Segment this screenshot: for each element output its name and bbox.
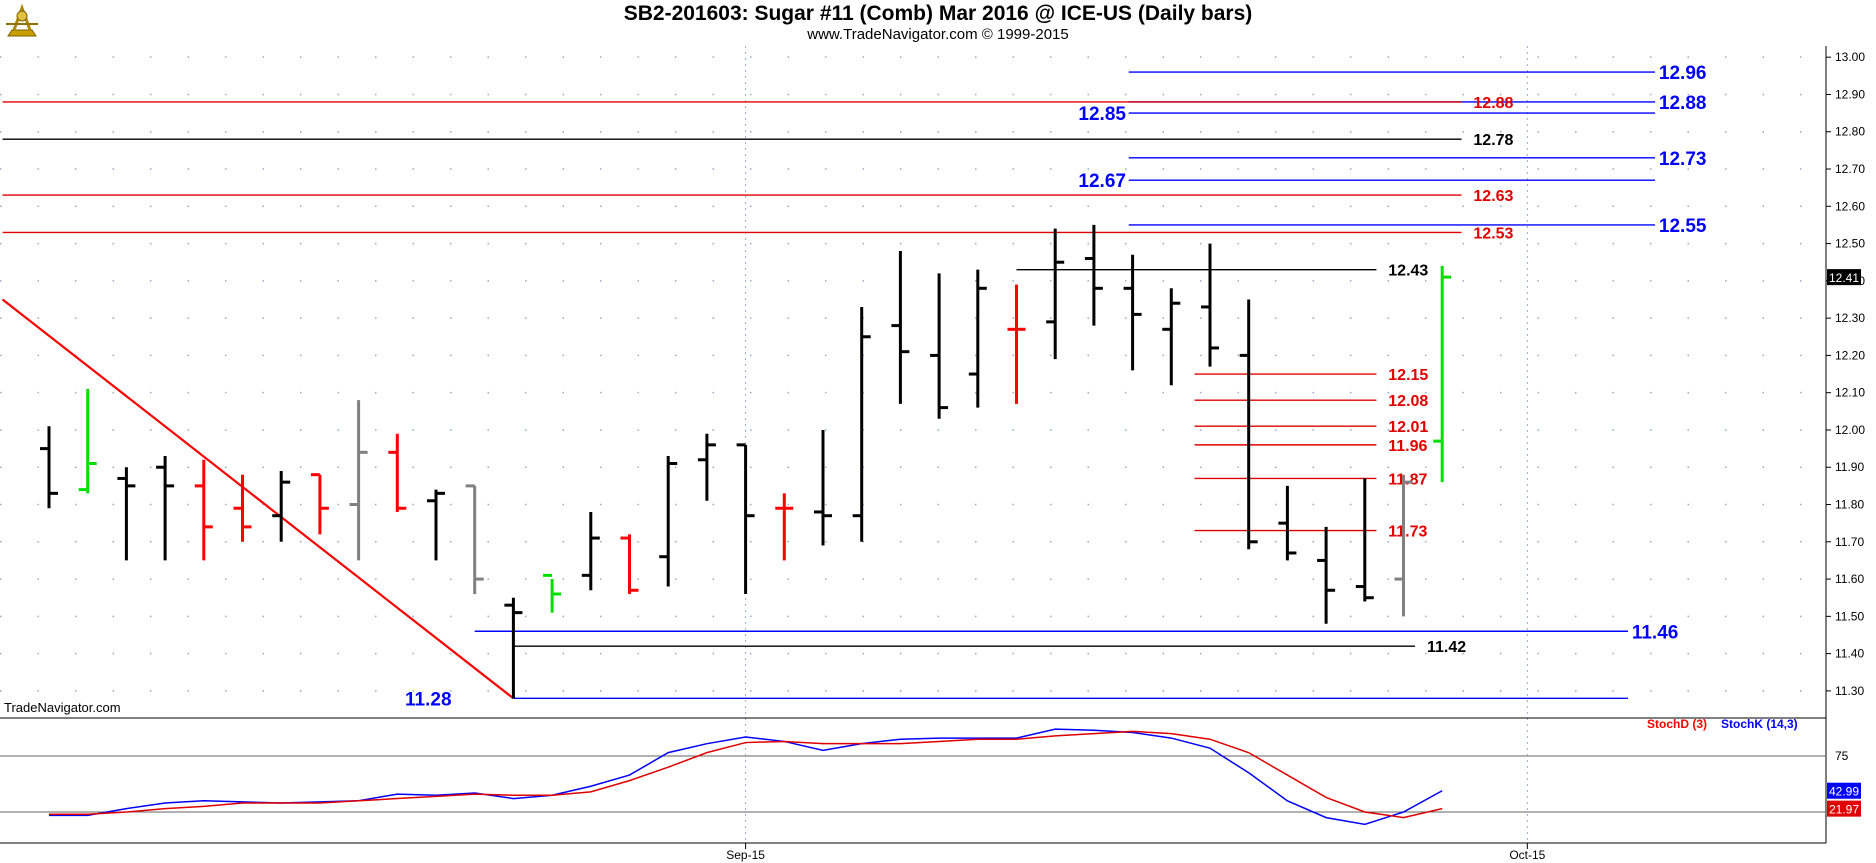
y-tick-label: 11.50 bbox=[1835, 609, 1864, 623]
y-tick-label: 12.10 bbox=[1835, 386, 1865, 400]
sextant-logo-icon bbox=[6, 3, 38, 37]
y-tick-label: 11.90 bbox=[1835, 460, 1864, 474]
level-label: 12.55 bbox=[1659, 216, 1707, 237]
y-tick-label: 11.30 bbox=[1835, 684, 1864, 698]
legend-stoch-k: StochK (14,3) bbox=[1721, 717, 1798, 731]
y-tick-label: 11.60 bbox=[1835, 572, 1864, 586]
trendline bbox=[1, 298, 515, 700]
y-tick-label: 12.90 bbox=[1835, 87, 1865, 101]
y-tick-label: 12.00 bbox=[1835, 423, 1865, 437]
stoch-last-value-label: 21.97 bbox=[1829, 803, 1859, 817]
chart-header: SB2-201603: Sugar #11 (Comb) Mar 2016 @ … bbox=[0, 0, 1876, 46]
level-label: 11.96 bbox=[1388, 438, 1427, 455]
y-tick-label: 11.40 bbox=[1835, 647, 1864, 661]
level-label: 12.88 bbox=[1473, 95, 1513, 112]
stoch-last-value-box bbox=[1827, 782, 1861, 799]
y-tick-label: 12.30 bbox=[1835, 311, 1865, 325]
price-axis-panel bbox=[1826, 46, 1876, 863]
level-label: 11.87 bbox=[1388, 471, 1427, 488]
level-label: 12.01 bbox=[1388, 419, 1428, 436]
last-price-label: 12.41 bbox=[1829, 271, 1859, 285]
stoch-last-value-label: 42.99 bbox=[1829, 785, 1859, 799]
y-tick-label: 12.20 bbox=[1835, 348, 1865, 362]
level-label: 12.53 bbox=[1473, 225, 1513, 242]
level-label: 12.43 bbox=[1388, 263, 1428, 280]
level-label: 12.63 bbox=[1473, 188, 1513, 205]
level-label: 12.15 bbox=[1388, 367, 1428, 384]
y-tick-label: 11.70 bbox=[1835, 535, 1864, 549]
level-label: 12.08 bbox=[1388, 393, 1428, 410]
level-label: 11.42 bbox=[1427, 639, 1466, 656]
level-label: 11.73 bbox=[1388, 524, 1427, 541]
legend-stoch-d: StochD (3) bbox=[1647, 717, 1707, 731]
stoch-last-value-box bbox=[1827, 800, 1861, 817]
level-label: 12.73 bbox=[1659, 149, 1707, 170]
stoch-y-tick-label: 75 bbox=[1835, 749, 1849, 763]
level-label: 12.78 bbox=[1473, 132, 1513, 149]
y-tick-label: 13.00 bbox=[1835, 50, 1865, 64]
level-label: 12.67 bbox=[1078, 171, 1126, 192]
chart-title: SB2-201603: Sugar #11 (Comb) Mar 2016 @ … bbox=[623, 2, 1253, 25]
level-label: 11.46 bbox=[1632, 622, 1679, 643]
watermark-label: TradeNavigator.com bbox=[4, 700, 121, 715]
level-label: 12.96 bbox=[1659, 63, 1707, 84]
chart-copyright: www.TradeNavigator.com © 1999-2015 bbox=[807, 26, 1069, 43]
last-price-box bbox=[1827, 269, 1861, 286]
x-tick-label: Oct-15 bbox=[1509, 848, 1545, 862]
y-tick-label: 12.50 bbox=[1835, 237, 1865, 251]
level-label: 12.88 bbox=[1659, 93, 1707, 114]
y-tick-label: 12.60 bbox=[1835, 199, 1865, 213]
level-label: 11.28 bbox=[405, 689, 452, 710]
level-label: 12.85 bbox=[1078, 104, 1126, 125]
y-tick-label: 11.80 bbox=[1835, 498, 1864, 512]
y-tick-label: 12.70 bbox=[1835, 162, 1865, 176]
x-tick-label: Sep-15 bbox=[726, 848, 765, 862]
stoch-series-line bbox=[49, 730, 1443, 819]
y-tick-label: 12.80 bbox=[1835, 125, 1865, 139]
